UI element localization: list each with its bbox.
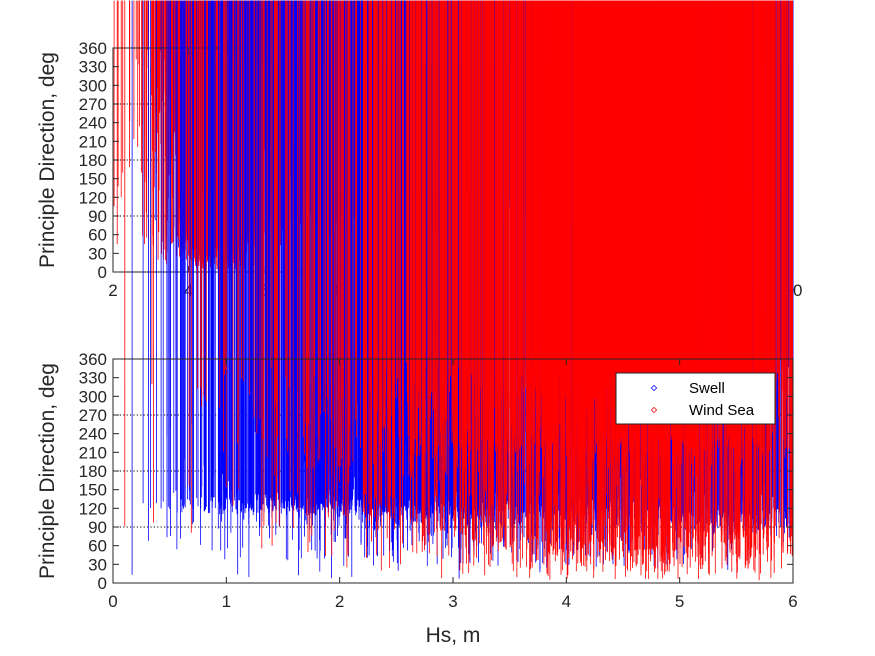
figure: OCS-A 0537 October 030609012015018021024…: [36, 0, 802, 647]
